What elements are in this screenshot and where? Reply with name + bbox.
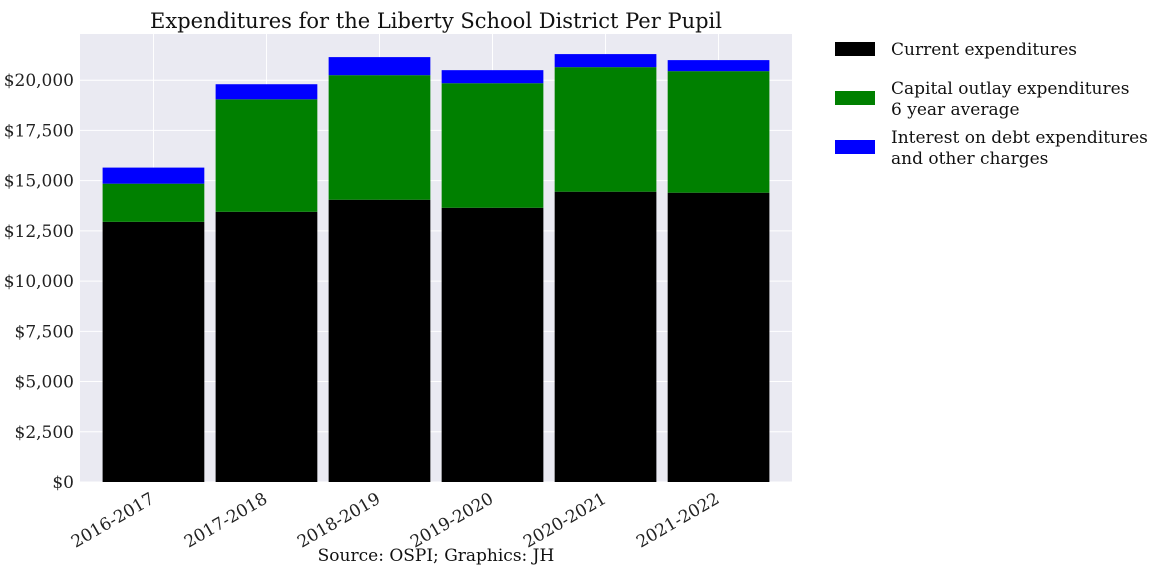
x-tick-label: 2018-2019	[294, 489, 384, 552]
y-tick-label: $7,500	[15, 322, 74, 342]
legend-swatch	[835, 140, 875, 154]
bar-segment-interest-on-debt	[441, 70, 544, 84]
bars-group	[102, 54, 770, 483]
bar-segment-capital-outlay	[667, 71, 770, 193]
bar-segment-capital-outlay	[554, 67, 657, 192]
x-tick-label: 2020-2021	[520, 489, 610, 552]
x-tick-label: 2017-2018	[181, 489, 271, 552]
y-axis: $0 $2,500 $5,000 $7,500 $10,000 $12,500 $15,00…	[4, 71, 74, 493]
legend-label: Current expenditures	[891, 40, 1077, 60]
y-tick-label: $17,500	[4, 121, 74, 141]
legend-label: Interest on debt expenditures	[891, 128, 1148, 148]
source-caption: Source: OSPI; Graphics: JH	[318, 546, 555, 566]
bar-segment-current	[441, 207, 544, 482]
y-tick-label: $15,000	[4, 172, 74, 192]
legend-swatch	[835, 42, 875, 56]
y-tick-label: $2,500	[15, 423, 74, 443]
legend-swatch	[835, 91, 875, 105]
legend-label: and other charges	[891, 149, 1048, 169]
bar-segment-capital-outlay	[215, 99, 318, 212]
bar-segment-interest-on-debt	[215, 84, 318, 100]
bar-segment-interest-on-debt	[554, 54, 657, 68]
x-axis: 2016-2017 2017-2018 2018-2019 2019-2020 2020…	[68, 489, 723, 552]
bar-segment-current	[215, 211, 318, 483]
x-tick-label: 2019-2020	[407, 489, 497, 552]
bar-segment-current	[328, 199, 431, 482]
bar-segment-capital-outlay	[102, 183, 205, 222]
y-tick-label: $10,000	[4, 272, 74, 292]
y-tick-label: $20,000	[4, 71, 74, 91]
bar-segment-capital-outlay	[328, 75, 431, 200]
bar-segment-current	[554, 191, 657, 482]
legend: Current expenditures Capital outlay expen…	[835, 40, 1148, 169]
bar-segment-interest-on-debt	[667, 60, 770, 72]
x-tick-label: 2021-2022	[633, 489, 723, 552]
x-tick-label: 2016-2017	[68, 489, 158, 552]
y-tick-label: $12,500	[4, 222, 74, 242]
bar-segment-capital-outlay	[441, 83, 544, 208]
bar-segment-current	[667, 192, 770, 482]
bar-segment-current	[102, 221, 205, 482]
y-tick-label: $5,000	[15, 373, 74, 393]
legend-label: 6 year average	[891, 100, 1020, 120]
bar-segment-interest-on-debt	[328, 57, 431, 76]
legend-label: Capital outlay expenditures	[891, 79, 1129, 99]
bar-segment-interest-on-debt	[102, 167, 205, 184]
chart-title: Expenditures for the Liberty School Dist…	[150, 9, 722, 33]
y-tick-label: $0	[52, 473, 74, 493]
